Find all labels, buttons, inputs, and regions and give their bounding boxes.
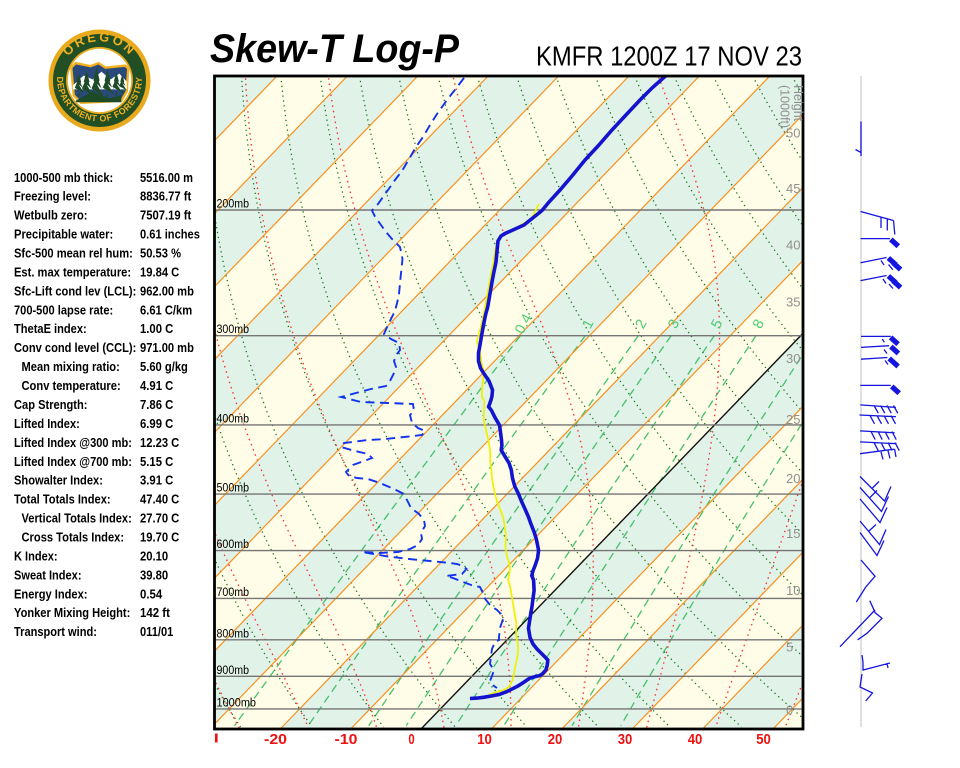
svg-text:700mb: 700mb [217, 587, 250, 599]
svg-text:Showalter Index:: Showalter Index: [14, 473, 103, 488]
svg-text:7507.19 ft: 7507.19 ft [140, 208, 192, 223]
svg-text:142 ft: 142 ft [140, 605, 170, 620]
svg-text:50: 50 [756, 731, 771, 748]
svg-text:Energy Index:: Energy Index: [14, 586, 88, 601]
svg-text:Sfc-Lift cond lev (LCL):: Sfc-Lift cond lev (LCL): [14, 283, 136, 298]
svg-text:971.00 mb: 971.00 mb [140, 340, 194, 355]
svg-text:800mb: 800mb [217, 628, 250, 640]
svg-text:50.53 %: 50.53 % [140, 246, 181, 261]
svg-text:400mb: 400mb [217, 413, 250, 425]
svg-text:(1000ft): (1000ft) [778, 85, 792, 128]
svg-text:20: 20 [548, 731, 563, 748]
svg-text:40: 40 [786, 238, 800, 253]
svg-text:K Index:: K Index: [14, 548, 58, 563]
svg-text:1000mb: 1000mb [217, 697, 257, 709]
svg-text:1000-500 mb thick:: 1000-500 mb thick: [14, 170, 113, 185]
svg-text:10: 10 [477, 731, 492, 748]
svg-text:50: 50 [786, 126, 800, 141]
svg-text:Conv temperature:: Conv temperature: [22, 378, 121, 393]
svg-text:4.91 C: 4.91 C [140, 378, 174, 393]
svg-text:200mb: 200mb [217, 199, 250, 211]
svg-text:Sfc-500 mean rel hum:: Sfc-500 mean rel hum: [14, 246, 133, 261]
svg-text:15: 15 [786, 526, 800, 541]
svg-text:6.99 C: 6.99 C [140, 416, 174, 431]
svg-text:20.10: 20.10 [140, 548, 168, 563]
svg-text:0.54: 0.54 [140, 586, 163, 601]
svg-text:Wetbulb zero:: Wetbulb zero: [14, 208, 88, 223]
svg-text:500mb: 500mb [217, 483, 250, 495]
svg-text:Lifted Index @700 mb:: Lifted Index @700 mb: [14, 454, 132, 469]
svg-text:Yonker Mixing Height:: Yonker Mixing Height: [14, 605, 130, 620]
svg-text:47.40 C: 47.40 C [140, 492, 180, 507]
svg-text:6.61 C/km: 6.61 C/km [140, 302, 192, 317]
svg-text:19.70 C: 19.70 C [140, 530, 180, 545]
svg-text:Lifted Index:: Lifted Index: [14, 416, 80, 431]
svg-text:-20: -20 [264, 731, 287, 748]
svg-text:Vertical Totals Index:: Vertical Totals Index: [22, 511, 132, 526]
svg-text:011/01: 011/01 [140, 624, 173, 639]
svg-text:19.84 C: 19.84 C [140, 264, 180, 279]
svg-text:Height: Height [791, 85, 805, 122]
svg-text:Freezing level:: Freezing level: [14, 189, 91, 204]
svg-text:Est. max temperature:: Est. max temperature: [14, 264, 131, 279]
svg-text:-10: -10 [335, 731, 358, 748]
svg-text:35: 35 [786, 295, 800, 310]
svg-text:Cross Totals Index:: Cross Totals Index: [22, 530, 125, 545]
svg-text:600mb: 600mb [217, 539, 250, 551]
svg-text:40: 40 [688, 731, 703, 748]
svg-text:Sweat Index:: Sweat Index: [14, 567, 82, 582]
svg-text:5.60 g/kg: 5.60 g/kg [140, 359, 188, 374]
svg-text:7.86 C: 7.86 C [140, 397, 174, 412]
svg-text:Conv cond level (CCL):: Conv cond level (CCL): [14, 340, 136, 355]
svg-text:3.91 C: 3.91 C [140, 473, 174, 488]
svg-text:962.00 mb: 962.00 mb [140, 283, 194, 298]
svg-text:10: 10 [786, 583, 800, 598]
svg-text:20: 20 [786, 471, 800, 486]
svg-text:45: 45 [786, 181, 800, 196]
svg-text:Total Totals Index:: Total Totals Index: [14, 492, 111, 507]
svg-text:12.23 C: 12.23 C [140, 435, 180, 450]
svg-text:Mean mixing ratio:: Mean mixing ratio: [22, 359, 120, 374]
svg-text:Skew-T Log-P: Skew-T Log-P [210, 27, 459, 71]
svg-text:27.70 C: 27.70 C [140, 511, 180, 526]
svg-text:0: 0 [786, 703, 793, 718]
svg-text:ThetaE index:: ThetaE index: [14, 321, 87, 336]
svg-text:30: 30 [618, 731, 633, 748]
svg-text:5.15 C: 5.15 C [140, 454, 174, 469]
svg-text:900mb: 900mb [217, 665, 250, 677]
svg-text:300mb: 300mb [217, 324, 250, 336]
svg-text:Lifted Index @300 mb:: Lifted Index @300 mb: [14, 435, 132, 450]
svg-text:1.00 C: 1.00 C [140, 321, 174, 336]
svg-text:8836.77 ft: 8836.77 ft [140, 189, 192, 204]
svg-text:25: 25 [786, 412, 800, 427]
svg-text:30: 30 [786, 351, 800, 366]
svg-text:0: 0 [408, 731, 414, 748]
svg-text:Transport wind:: Transport wind: [14, 624, 97, 639]
svg-text:KMFR 1200Z 17 NOV 23: KMFR 1200Z 17 NOV 23 [536, 41, 802, 72]
svg-text:Cap Strength:: Cap Strength: [14, 397, 88, 412]
svg-text:5: 5 [786, 640, 793, 655]
svg-text:39.80: 39.80 [140, 567, 168, 582]
svg-text:5516.00 m: 5516.00 m [140, 170, 193, 185]
svg-text:700-500 lapse rate:: 700-500 lapse rate: [14, 302, 113, 317]
svg-text:0.61 inches: 0.61 inches [140, 227, 200, 242]
svg-text:Precipitable water:: Precipitable water: [14, 227, 113, 242]
